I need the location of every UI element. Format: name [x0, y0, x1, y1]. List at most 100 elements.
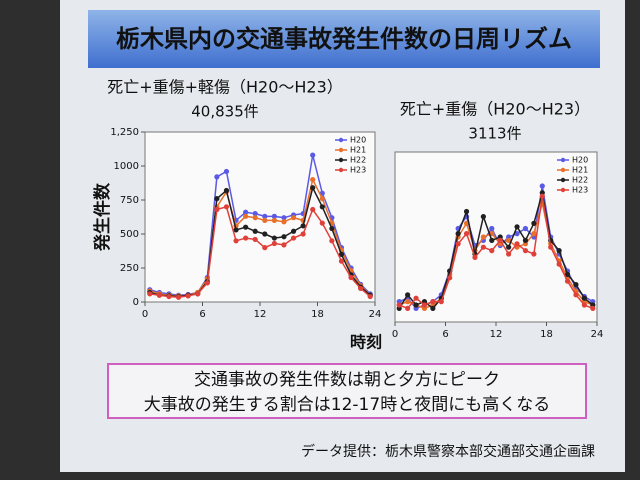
- note-line: 交通事故の発生件数は朝と夕方にピーク: [194, 370, 500, 390]
- source: データ提供：栃木県警察本部交通部交通企画課: [301, 443, 595, 460]
- point: [522, 225, 529, 232]
- point: [480, 244, 486, 250]
- point: [271, 240, 277, 247]
- y-tick-label: 750: [120, 195, 139, 206]
- point: [396, 302, 402, 308]
- point: [338, 258, 345, 264]
- point: [310, 185, 316, 191]
- point: [195, 291, 201, 297]
- point: [319, 204, 325, 210]
- point: [214, 196, 220, 202]
- point: [463, 220, 470, 226]
- point: [447, 275, 453, 281]
- point: [329, 225, 335, 232]
- point: [405, 292, 411, 298]
- chart-subtitle: 40,835件: [191, 103, 259, 121]
- legend-marker: [338, 147, 344, 153]
- point: [590, 305, 596, 311]
- point: [310, 177, 316, 183]
- point: [310, 152, 316, 158]
- legend-label: H22: [350, 156, 366, 165]
- y-tick-label: 500: [120, 229, 139, 240]
- point: [539, 183, 545, 189]
- point: [480, 214, 486, 220]
- point: [430, 305, 436, 311]
- chart-title: 死亡+重傷（H20～H23）: [400, 100, 590, 119]
- point: [497, 237, 503, 243]
- point: [548, 244, 554, 250]
- point: [430, 299, 436, 305]
- point: [300, 231, 306, 237]
- point: [252, 228, 258, 234]
- title-banner: [88, 10, 600, 68]
- y-tick-label: 1,250: [110, 127, 139, 138]
- point: [271, 213, 277, 219]
- x-tick-label: 18: [540, 329, 553, 340]
- point: [573, 292, 579, 298]
- point: [358, 285, 364, 291]
- note-line: 大事故の発生する割合は12-17時と夜間にも高くなる: [144, 395, 550, 415]
- chart-subtitle: 3113件: [468, 125, 521, 143]
- point: [413, 295, 419, 301]
- legend-marker: [560, 157, 566, 163]
- point: [319, 220, 325, 226]
- point: [522, 237, 529, 243]
- point: [243, 209, 249, 215]
- point: [281, 215, 287, 221]
- point: [421, 302, 428, 308]
- point: [262, 213, 268, 219]
- y-tick-label: 250: [120, 263, 139, 274]
- point: [405, 299, 411, 305]
- legend-label: H23: [572, 186, 588, 195]
- point: [539, 193, 545, 199]
- point: [300, 223, 306, 229]
- point: [290, 235, 297, 241]
- point: [455, 241, 461, 247]
- legend-marker: [338, 167, 344, 173]
- x-tick-label: 0: [392, 329, 398, 340]
- x-tick-label: 18: [311, 309, 324, 320]
- point: [223, 168, 230, 175]
- point: [281, 242, 287, 248]
- point: [185, 293, 191, 299]
- point: [233, 227, 239, 233]
- point: [329, 238, 335, 244]
- point: [514, 241, 520, 247]
- point: [463, 208, 470, 215]
- point: [223, 187, 230, 194]
- point: [281, 234, 287, 240]
- y-tick-label: 0: [133, 297, 139, 308]
- x-tick-label: 12: [490, 329, 503, 340]
- point: [243, 235, 249, 241]
- point: [367, 293, 373, 300]
- point: [489, 248, 495, 254]
- legend-marker: [338, 157, 344, 163]
- y-tick-label: 1000: [114, 161, 139, 172]
- point: [214, 174, 220, 180]
- legend-label: H20: [350, 136, 366, 145]
- x-tick-label: 0: [142, 309, 148, 320]
- legend-marker: [560, 167, 566, 173]
- point: [271, 235, 277, 241]
- point: [564, 278, 571, 284]
- point: [489, 225, 495, 232]
- x-tick-label: 6: [442, 329, 448, 340]
- plot-area: [144, 131, 376, 303]
- x-tick-label: 24: [369, 309, 382, 320]
- point: [531, 220, 537, 226]
- point: [252, 236, 258, 243]
- point: [262, 231, 268, 237]
- point: [290, 228, 297, 234]
- point: [564, 271, 571, 277]
- point: [262, 245, 268, 251]
- point: [413, 302, 419, 308]
- legend-label: H21: [572, 166, 588, 175]
- point: [233, 238, 239, 244]
- point: [455, 231, 461, 237]
- legend-label: H22: [572, 176, 588, 185]
- point: [243, 213, 249, 219]
- point: [243, 224, 249, 230]
- y-axis-label: 発生件数: [92, 182, 113, 252]
- point: [147, 291, 153, 297]
